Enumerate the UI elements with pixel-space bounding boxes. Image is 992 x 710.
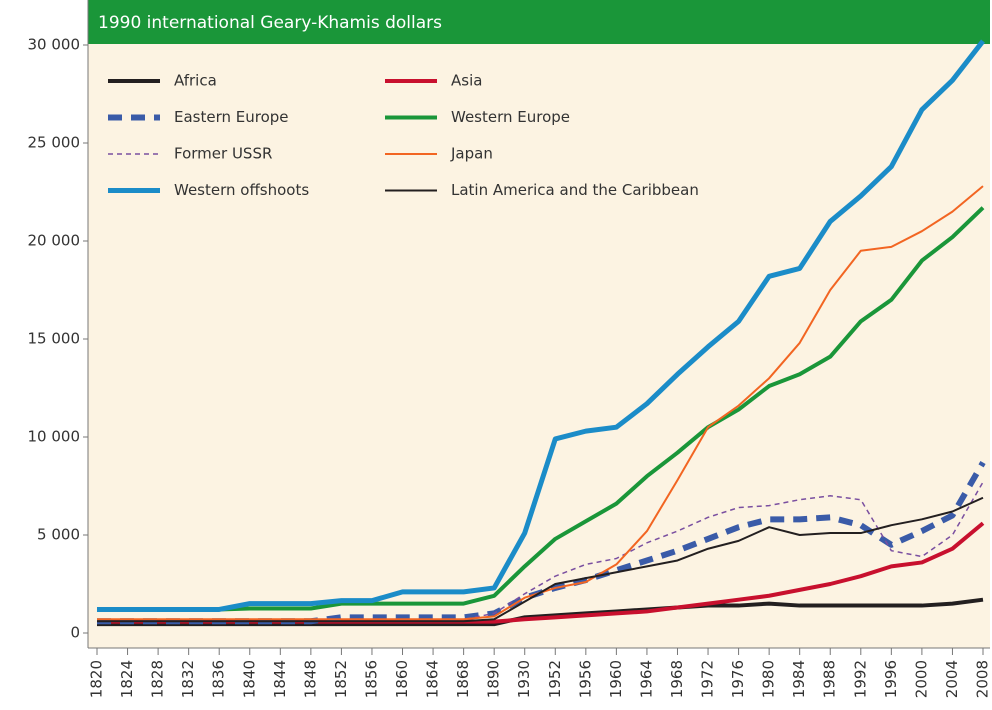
y-tick-label: 15 000 [28, 330, 81, 348]
x-tick-label: 1952 [546, 660, 564, 698]
x-tick-label: 1864 [424, 660, 442, 698]
x-tick-label: 1820 [88, 660, 106, 698]
legend-label: Western offshoots [174, 181, 309, 199]
x-tick-label: 1930 [515, 660, 533, 698]
x-tick-label: 1964 [637, 660, 655, 698]
legend-label: Former USSR [174, 145, 272, 163]
x-tick-label: 1968 [668, 660, 686, 698]
x-tick-label: 1824 [118, 660, 136, 698]
series-line [97, 39, 985, 612]
legend-label: Western Europe [451, 108, 570, 126]
x-tick-label: 1890 [485, 660, 503, 698]
y-tick-label: 0 [70, 624, 80, 642]
x-tick-label: 1832 [179, 660, 197, 698]
x-tick-label: 1836 [210, 660, 228, 698]
x-tick-label: 1868 [454, 660, 472, 698]
x-tick-label: 1992 [851, 660, 869, 698]
header-bar [88, 0, 990, 44]
chart-title: 1990 international Geary-Khamis dollars [98, 13, 442, 33]
x-tick-label: 1980 [760, 660, 778, 698]
series-line [97, 496, 984, 623]
x-tick-label: 1988 [821, 660, 839, 698]
x-tick-label: 1856 [362, 660, 380, 698]
x-tick-label: 1844 [271, 660, 289, 698]
series-line [97, 206, 985, 612]
x-tick-label: 1828 [149, 660, 167, 698]
y-tick-label: 5 000 [37, 526, 80, 544]
legend-label: Eastern Europe [174, 108, 289, 126]
x-tick-label: 2008 [974, 660, 992, 698]
x-tick-label: 1996 [882, 660, 900, 698]
y-tick-label: 25 000 [28, 134, 81, 152]
legend-label: Latin America and the Caribbean [451, 181, 699, 199]
legend-label: Asia [451, 72, 482, 90]
x-tick-label: 1840 [240, 660, 258, 698]
x-tick-label: 1960 [607, 660, 625, 698]
x-tick-label: 1984 [790, 660, 808, 698]
x-tick-label: 1972 [699, 660, 717, 698]
x-tick-label: 2000 [912, 660, 930, 698]
x-tick-label: 2004 [943, 660, 961, 698]
x-tick-label: 1848 [301, 660, 319, 698]
y-tick-label: 10 000 [28, 428, 81, 446]
x-tick-label: 1956 [576, 660, 594, 698]
y-tick-label: 30 000 [28, 36, 81, 54]
x-tick-label: 1976 [729, 660, 747, 698]
plot-background [88, 0, 990, 648]
legend-label: Africa [174, 72, 217, 90]
legend-label: Japan [450, 145, 493, 163]
x-tick-label: 1860 [393, 660, 411, 698]
x-tick-label: 1852 [332, 660, 350, 698]
y-tick-label: 20 000 [28, 232, 81, 250]
